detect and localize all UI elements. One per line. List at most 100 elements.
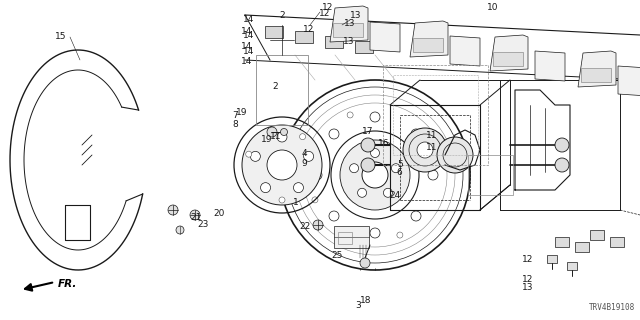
Bar: [468, 155, 513, 195]
Circle shape: [555, 138, 569, 152]
Text: 11: 11: [270, 132, 282, 141]
Circle shape: [392, 164, 401, 173]
Circle shape: [300, 134, 305, 140]
Bar: [334, 226, 369, 248]
Circle shape: [432, 147, 438, 153]
Polygon shape: [370, 22, 400, 52]
Polygon shape: [618, 66, 640, 96]
Circle shape: [168, 205, 178, 215]
Bar: [333, 23, 363, 37]
Circle shape: [190, 210, 200, 220]
Text: 8: 8: [232, 120, 238, 129]
Circle shape: [280, 129, 287, 135]
Text: 6: 6: [397, 168, 403, 177]
Text: 14: 14: [241, 28, 253, 36]
Circle shape: [267, 150, 297, 180]
Text: 12: 12: [522, 255, 533, 264]
Bar: [265, 26, 283, 38]
Bar: [295, 31, 313, 43]
Bar: [256, 55, 308, 125]
Text: FR.: FR.: [58, 279, 77, 289]
Circle shape: [246, 151, 252, 157]
Text: 5: 5: [397, 160, 403, 169]
Bar: [355, 41, 373, 53]
Text: 12: 12: [319, 9, 330, 18]
Bar: [610, 237, 624, 247]
Text: 7: 7: [232, 111, 238, 120]
Circle shape: [313, 220, 323, 230]
Circle shape: [362, 162, 388, 188]
Text: 17: 17: [362, 127, 373, 136]
Text: 23: 23: [198, 220, 209, 229]
Circle shape: [279, 197, 285, 203]
Text: 1: 1: [292, 198, 298, 207]
Bar: [393, 75, 478, 155]
Bar: [575, 242, 589, 252]
Text: 19: 19: [260, 135, 272, 145]
Circle shape: [360, 258, 370, 268]
Circle shape: [397, 232, 403, 238]
Text: 14: 14: [243, 47, 254, 57]
Circle shape: [347, 112, 353, 118]
Text: 9: 9: [301, 159, 307, 168]
Text: 24: 24: [389, 191, 401, 200]
Text: 2: 2: [279, 11, 285, 20]
Text: 11: 11: [426, 131, 437, 140]
Polygon shape: [330, 6, 368, 42]
Polygon shape: [450, 36, 480, 66]
Text: 18: 18: [360, 296, 372, 305]
Text: 20: 20: [213, 209, 225, 218]
Bar: [555, 237, 569, 247]
Circle shape: [411, 129, 421, 139]
Bar: [547, 255, 557, 263]
Circle shape: [411, 211, 421, 221]
Bar: [383, 65, 488, 165]
Text: 14: 14: [243, 15, 254, 25]
Text: 12: 12: [522, 276, 533, 284]
Text: 16: 16: [378, 140, 389, 148]
Circle shape: [340, 140, 410, 210]
Text: 12: 12: [303, 26, 314, 35]
Text: TRV4B19108: TRV4B19108: [589, 303, 635, 312]
Circle shape: [242, 125, 322, 205]
Bar: [325, 36, 343, 48]
Text: 11: 11: [426, 142, 437, 151]
Text: 4: 4: [301, 149, 307, 158]
Text: 14: 14: [241, 42, 253, 51]
Circle shape: [176, 226, 184, 234]
Circle shape: [277, 132, 287, 142]
Text: 14: 14: [243, 30, 254, 39]
Circle shape: [312, 197, 318, 203]
Circle shape: [437, 137, 473, 173]
Text: 13: 13: [343, 37, 355, 46]
Circle shape: [361, 138, 375, 152]
Text: 13: 13: [344, 19, 356, 28]
Polygon shape: [578, 51, 616, 87]
Text: 15: 15: [55, 32, 67, 41]
Circle shape: [383, 188, 392, 197]
Circle shape: [403, 128, 447, 172]
Circle shape: [370, 228, 380, 238]
Circle shape: [428, 170, 438, 180]
Circle shape: [329, 129, 339, 139]
Text: 25: 25: [332, 252, 343, 260]
Polygon shape: [535, 51, 565, 81]
Circle shape: [349, 164, 358, 173]
Polygon shape: [490, 35, 528, 71]
Circle shape: [303, 151, 314, 161]
Circle shape: [260, 183, 271, 193]
Text: 2: 2: [273, 82, 278, 91]
Circle shape: [294, 183, 303, 193]
Polygon shape: [410, 21, 448, 57]
Text: 10: 10: [487, 4, 499, 12]
Circle shape: [267, 127, 277, 137]
Circle shape: [370, 112, 380, 122]
Bar: [493, 52, 523, 66]
Circle shape: [329, 211, 339, 221]
Bar: [338, 232, 352, 244]
Bar: [590, 230, 604, 240]
Circle shape: [312, 170, 322, 180]
Circle shape: [250, 151, 260, 161]
Text: 12: 12: [322, 3, 333, 12]
Bar: [413, 38, 443, 52]
